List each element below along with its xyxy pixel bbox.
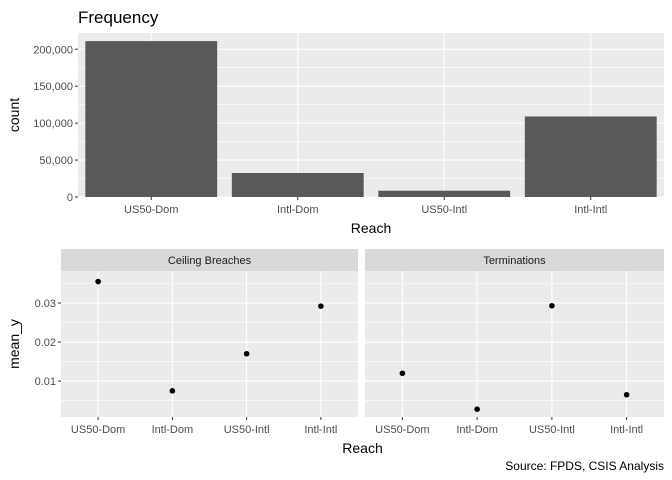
point-intl-intl [623,391,630,398]
top-x-tick-label: Intl-Dom [277,204,319,216]
top-x-tick-label: Intl-Intl [574,204,607,216]
top-y-tick-label: 0 [67,192,73,204]
top-x-axis-label: Reach [351,220,391,236]
bottom-y-axis-label: mean_y [6,319,22,369]
facet-strip [61,249,358,271]
mean-y-facet-chart: Ceiling Breaches US50-Dom Intl-Dom US50-Int… [6,249,664,456]
facet-panel-background [365,271,664,417]
point-intl-dom [169,388,176,394]
top-y-axis-label: count [6,98,22,132]
facet-x-tick-label: US50-Intl [224,424,270,436]
figure-caption: Source: FPDS, CSIS Analysis [505,459,664,473]
top-x-tick-label: US50-Intl [421,204,467,216]
top-x-tick-label: US50-Dom [124,204,178,216]
bottom-y-tick-label: 0.02 [35,337,56,349]
facet-panel-background [61,271,358,417]
bar-us50-intl [378,190,511,197]
top-y-tick-label: 200,000 [33,44,73,56]
point-us50-dom [399,370,406,377]
bar-us50-dom [85,41,218,197]
bar-intl-intl [524,116,657,197]
facet-x-tick-label: US50-Dom [71,424,125,436]
bottom-x-axis-label: Reach [342,440,382,456]
point-us50-intl [549,302,555,309]
point-intl-dom [474,406,480,412]
facet-x-tick-label: Intl-Dom [152,424,194,436]
facet-strip-label: Ceiling Breaches [168,255,252,267]
point-us50-intl [243,350,250,357]
facet-x-tick-label: Intl-Intl [610,424,643,436]
facet-strip [365,249,664,271]
point-intl-intl [318,303,324,309]
point-us50-dom [95,278,101,285]
top-y-tick-label: 150,000 [33,81,73,93]
bar-intl-dom [231,172,364,197]
facet-x-tick-label: Intl-Dom [456,424,498,436]
facet-x-tick-label: Intl-Intl [304,424,337,436]
bottom-y-tick-label: 0.03 [35,298,56,310]
bottom-y-tick-label: 0.01 [35,376,56,388]
facet-strip-label: Terminations [483,255,546,267]
top-y-tick-label: 100,000 [33,118,73,130]
top-y-tick-label: 50,000 [39,155,73,167]
facet-x-tick-label: US50-Dom [375,424,429,436]
top-chart-title: Frequency [78,8,159,27]
frequency-bar-chart: 0 50,000 100,000 150,000 200,000 US50-Dom Intl… [6,33,664,236]
facet-x-tick-label: US50-Intl [529,424,575,436]
